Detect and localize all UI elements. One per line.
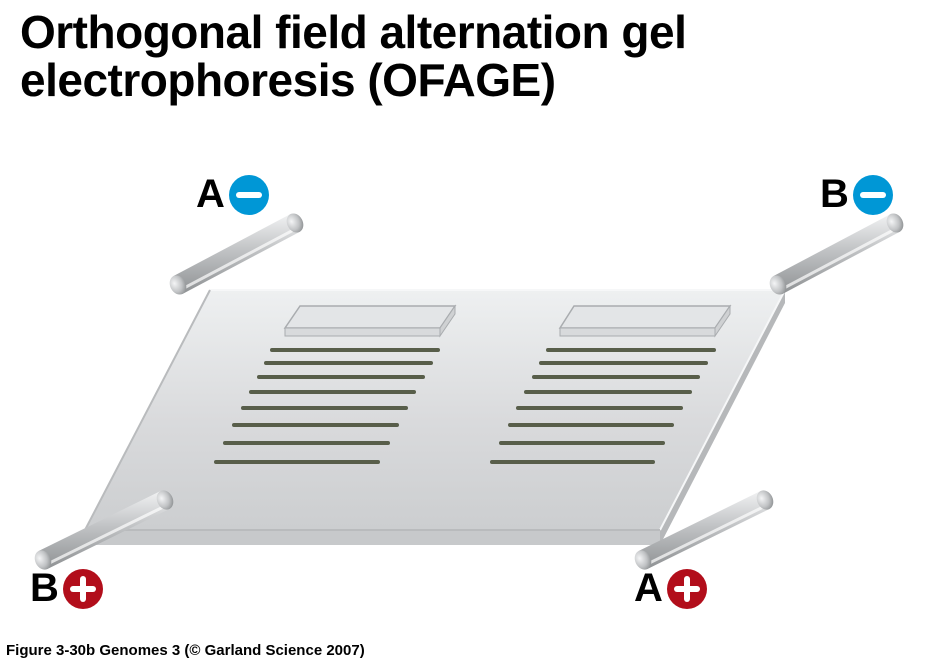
electrode-top-right-highlight: [781, 228, 898, 290]
tag-a-negative-letter: A: [196, 172, 225, 217]
ofage-diagram: [0, 0, 935, 665]
tag-a-negative: A: [196, 172, 269, 217]
plus-icon: [63, 569, 103, 609]
electrode-top-left: [173, 214, 299, 294]
tag-b-negative-letter: B: [820, 172, 849, 217]
electrode-top-right: [773, 214, 899, 294]
electrode-top-left-highlight: [181, 228, 298, 290]
tag-b-negative: B: [820, 172, 893, 217]
tag-a-positive-letter: A: [634, 566, 663, 611]
figure-caption: Figure 3-30b Genomes 3 (© Garland Scienc…: [6, 642, 365, 659]
minus-icon: [853, 175, 893, 215]
sample-well-1-front: [285, 328, 440, 336]
tag-a-positive: A: [634, 566, 707, 611]
tag-b-positive: B: [30, 566, 103, 611]
sample-well-1: [285, 306, 455, 328]
minus-icon: [229, 175, 269, 215]
sample-well-2: [560, 306, 730, 328]
gel-side-front: [85, 530, 660, 545]
sample-well-2-front: [560, 328, 715, 336]
tag-b-positive-letter: B: [30, 566, 59, 611]
plus-icon: [667, 569, 707, 609]
